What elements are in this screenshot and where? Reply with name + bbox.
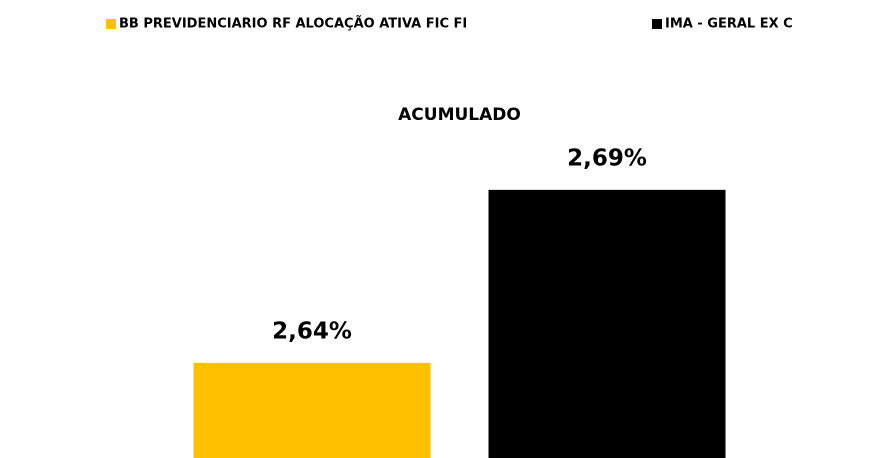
bar	[488, 189, 726, 458]
legend-label: IMA - GERAL EX C	[665, 17, 793, 32]
bar	[193, 362, 431, 458]
category-label: ACUMULADO	[398, 105, 521, 125]
legend-swatch	[652, 19, 662, 29]
legend-swatch	[106, 19, 116, 29]
legend-label: BB PREVIDENCIARIO RF ALOCAÇÃO ATIVA FIC …	[119, 16, 467, 32]
value-label: 2,69%	[567, 145, 647, 171]
value-label: 2,64%	[272, 318, 352, 344]
